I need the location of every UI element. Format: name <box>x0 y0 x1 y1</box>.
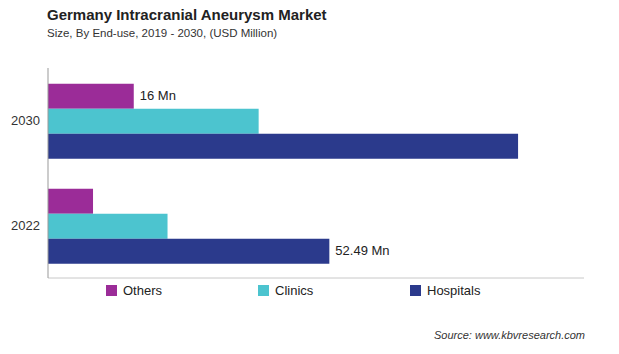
html-text:Germany Intracranial Aneurysm: Germany Intracranial Aneurysm Market <box>47 6 327 23</box>
html-text:Size, By End-use, 2019 - 2030,: Size, By End-use, 2019 - 2030, (USD Mill… <box>47 27 278 39</box>
html-text:Clinics: Clinics <box>275 283 314 298</box>
svg-text:52.49 Mn: 52.49 Mn <box>335 243 389 258</box>
html-text:Hospitals: Hospitals <box>427 283 481 298</box>
html-text:Others: Others <box>123 283 162 298</box>
svg-text:16 Mn: 16 Mn <box>140 88 176 103</box>
svg-text:2022: 2022 <box>11 218 40 233</box>
svg-text:2030: 2030 <box>11 113 40 128</box>
html-text:Source: www.kbvresearch.com: Source: www.kbvresearch.com <box>434 329 585 341</box>
